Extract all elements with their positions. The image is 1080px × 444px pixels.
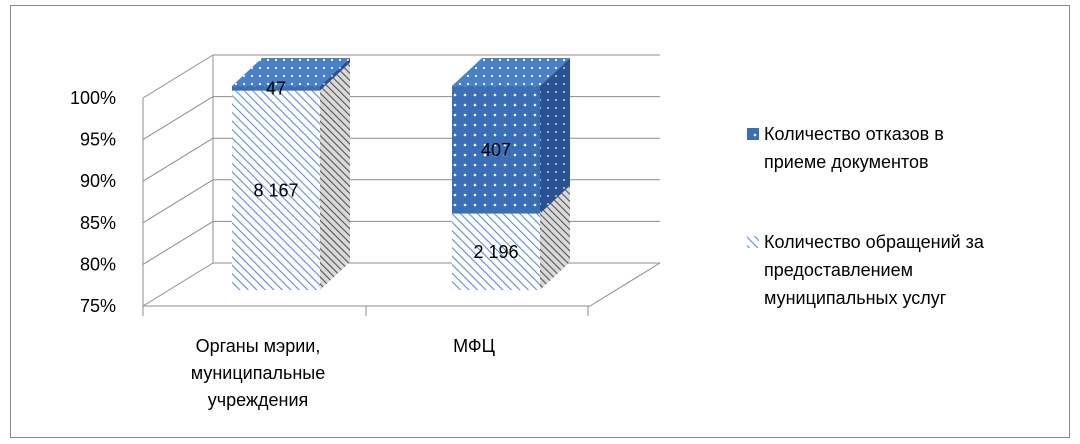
bar-side-1-1	[540, 58, 570, 214]
y-tick-label: 90%	[80, 171, 116, 191]
side-wall-gridline	[142, 179, 214, 224]
chart-walls	[142, 54, 661, 307]
data-label: 47	[266, 78, 286, 98]
legend-label: Количество обращений за	[764, 232, 985, 252]
category-label: Органы мэрии,	[196, 336, 321, 356]
bar-top-1	[452, 58, 570, 86]
data-label: 8 167	[253, 180, 298, 200]
category-label: МФЦ	[453, 336, 495, 356]
legend-label: Количество отказов в	[764, 124, 944, 144]
y-tick-label: 95%	[80, 130, 116, 150]
legend-label: предоставлением	[764, 260, 913, 280]
legend-label: муниципальных услуг	[764, 288, 947, 308]
chart-axes: 75% 80% 85% 90% 95% 100% Органы мэрии, муниципа…	[70, 88, 589, 410]
floor-edge	[143, 262, 661, 307]
y-tick-label: 100%	[70, 88, 116, 108]
legend-swatch	[747, 128, 759, 140]
data-label: 2 196	[473, 242, 518, 262]
side-wall-gridline	[142, 96, 214, 141]
category-label: муниципальные	[191, 363, 325, 383]
side-wall-gridline	[142, 54, 214, 99]
bar-side-0-1	[320, 58, 350, 91]
y-tick-label: 85%	[80, 213, 116, 233]
y-tick-label: 80%	[80, 254, 116, 274]
category-label: учреждения	[208, 390, 309, 410]
chart-legend: Количество отказов в приеме документов Кол…	[747, 124, 985, 308]
legend-label: приеме документов	[764, 152, 929, 172]
chart-bars: 8 167 47 2 196 407	[232, 58, 570, 291]
bar-top-0	[232, 58, 350, 86]
side-wall-gridline	[142, 220, 214, 265]
bar-segment-1-0	[452, 213, 540, 290]
bar-side-1-0	[540, 185, 570, 290]
side-wall-gridline	[142, 262, 214, 307]
data-label: 407	[481, 140, 511, 160]
bar-segment-1-1	[452, 86, 540, 214]
side-wall-gridline	[142, 137, 214, 182]
bar-segment-0-1	[232, 86, 320, 91]
bar-segment-0-0	[232, 90, 320, 290]
legend-swatch	[747, 236, 759, 248]
bar-side-0-0	[320, 62, 350, 291]
y-tick-label: 75%	[80, 296, 116, 316]
